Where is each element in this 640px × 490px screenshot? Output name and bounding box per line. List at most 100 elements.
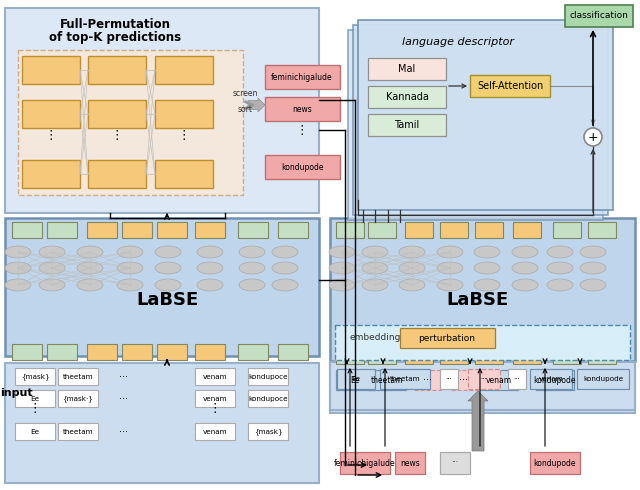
Bar — [195, 390, 235, 407]
Bar — [405, 348, 433, 364]
Bar — [368, 370, 406, 390]
Ellipse shape — [77, 246, 103, 258]
Text: theetam: theetam — [390, 376, 420, 382]
Ellipse shape — [77, 262, 103, 274]
Ellipse shape — [399, 279, 425, 291]
Text: kondupode: kondupode — [583, 376, 623, 382]
Bar — [336, 222, 364, 238]
Bar — [155, 56, 213, 84]
Ellipse shape — [239, 262, 265, 274]
Bar — [368, 114, 446, 136]
Text: venam: venam — [203, 373, 227, 379]
Bar — [248, 368, 288, 385]
Text: kondupode: kondupode — [534, 459, 576, 467]
Bar — [155, 100, 213, 128]
Ellipse shape — [77, 279, 103, 291]
Ellipse shape — [512, 246, 538, 258]
Ellipse shape — [117, 246, 143, 258]
Bar — [450, 370, 478, 390]
Bar — [536, 370, 574, 390]
Bar — [88, 56, 146, 84]
Bar — [330, 218, 635, 361]
FancyArrow shape — [468, 391, 488, 451]
Bar — [238, 344, 268, 360]
Ellipse shape — [155, 246, 181, 258]
Bar — [336, 348, 364, 364]
Bar — [22, 160, 80, 188]
Bar — [405, 222, 433, 238]
Text: theetam: theetam — [63, 373, 93, 379]
Bar — [395, 452, 425, 474]
Text: ···: ··· — [118, 372, 127, 382]
Bar — [12, 222, 42, 238]
Bar — [15, 423, 55, 440]
Ellipse shape — [547, 279, 573, 291]
Ellipse shape — [39, 246, 65, 258]
Text: +: + — [588, 130, 598, 144]
Bar — [400, 328, 495, 348]
Bar — [330, 363, 635, 413]
Text: Mal: Mal — [398, 64, 415, 74]
Bar — [265, 65, 340, 89]
Text: Full-Permutation: Full-Permutation — [60, 18, 170, 30]
Bar — [475, 348, 503, 364]
Bar — [337, 369, 375, 389]
Bar — [336, 370, 374, 390]
Text: LaBSE: LaBSE — [447, 291, 509, 309]
Ellipse shape — [512, 262, 538, 274]
Bar — [87, 222, 117, 238]
Bar — [565, 5, 633, 27]
Bar — [588, 222, 616, 238]
Bar — [588, 348, 616, 364]
Bar — [330, 362, 635, 410]
Bar — [480, 370, 518, 390]
Bar — [368, 58, 446, 80]
Bar — [530, 452, 580, 474]
Ellipse shape — [580, 246, 606, 258]
Bar — [335, 325, 630, 360]
Bar — [195, 344, 225, 360]
Text: kondupode: kondupode — [534, 375, 576, 385]
Bar — [577, 369, 629, 389]
Bar — [58, 390, 98, 407]
Bar — [348, 30, 603, 220]
Text: Ee: Ee — [31, 395, 40, 401]
Ellipse shape — [197, 246, 223, 258]
Bar — [18, 50, 243, 195]
Text: news: news — [400, 459, 420, 467]
Text: ⋮: ⋮ — [45, 128, 57, 142]
Bar — [248, 390, 288, 407]
Text: feminichigalude: feminichigalude — [334, 459, 396, 467]
Bar — [248, 423, 288, 440]
Ellipse shape — [239, 279, 265, 291]
Text: kondupode: kondupode — [281, 163, 323, 172]
Text: ···: ··· — [481, 376, 488, 382]
Ellipse shape — [580, 262, 606, 274]
Ellipse shape — [437, 246, 463, 258]
Bar — [553, 222, 581, 238]
Bar — [440, 348, 468, 364]
Text: venam: venam — [486, 375, 512, 385]
Bar — [468, 369, 500, 389]
Bar — [122, 222, 152, 238]
Bar — [5, 218, 319, 356]
Bar — [513, 348, 541, 364]
Bar — [22, 56, 80, 84]
Ellipse shape — [117, 262, 143, 274]
Bar — [440, 452, 470, 474]
Ellipse shape — [39, 279, 65, 291]
Bar — [155, 160, 213, 188]
Bar — [5, 8, 319, 213]
Text: ⋮: ⋮ — [111, 128, 124, 142]
Bar — [15, 368, 55, 385]
Bar — [380, 369, 430, 389]
Text: LaBSE: LaBSE — [136, 291, 198, 309]
Ellipse shape — [197, 262, 223, 274]
Bar — [353, 25, 608, 215]
Ellipse shape — [5, 246, 31, 258]
Ellipse shape — [547, 262, 573, 274]
Bar — [195, 368, 235, 385]
Bar — [87, 344, 117, 360]
Bar — [440, 222, 468, 238]
Ellipse shape — [329, 246, 355, 258]
